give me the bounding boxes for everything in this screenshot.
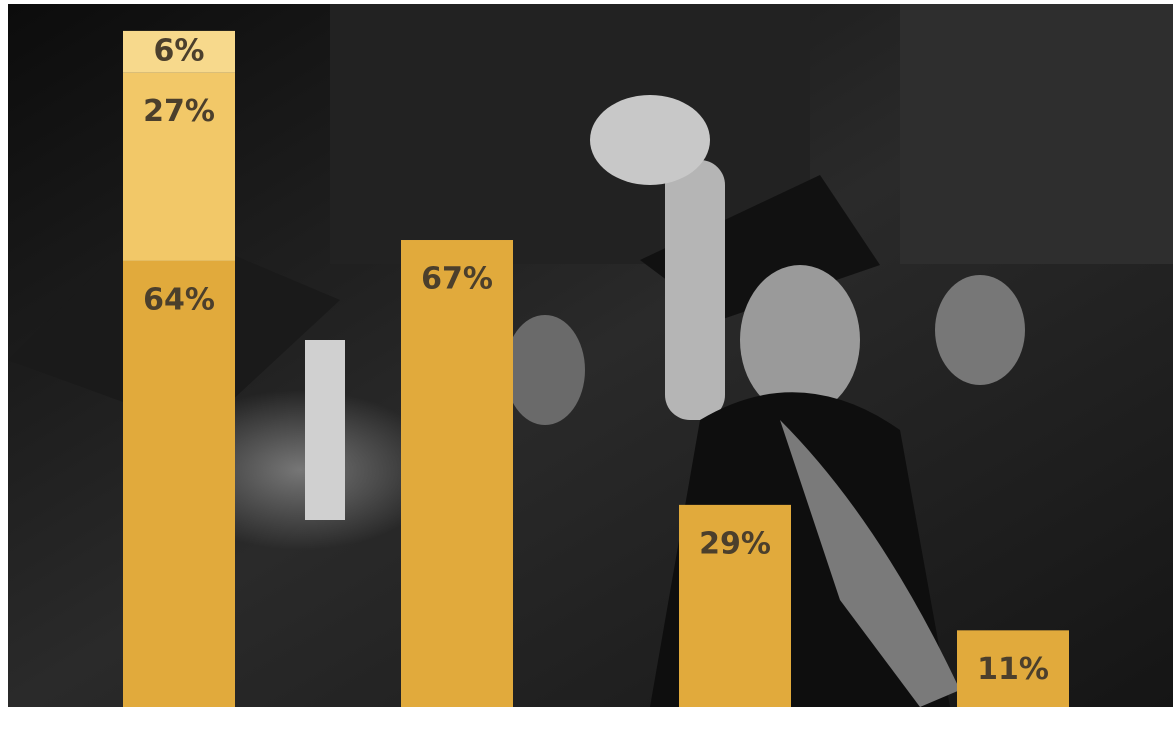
data-label: 29% <box>699 526 771 561</box>
bar-segment <box>957 630 1069 707</box>
bar-segment <box>123 30 235 73</box>
bar-segment <box>679 504 791 707</box>
bar-segment <box>401 240 513 707</box>
data-label: 6% <box>154 33 205 68</box>
data-label: 27% <box>143 94 215 129</box>
data-label: 64% <box>143 282 215 317</box>
data-label: 67% <box>421 262 493 297</box>
bar-segment <box>123 260 235 707</box>
data-label: 11% <box>977 652 1049 687</box>
bar-segment <box>123 72 235 261</box>
